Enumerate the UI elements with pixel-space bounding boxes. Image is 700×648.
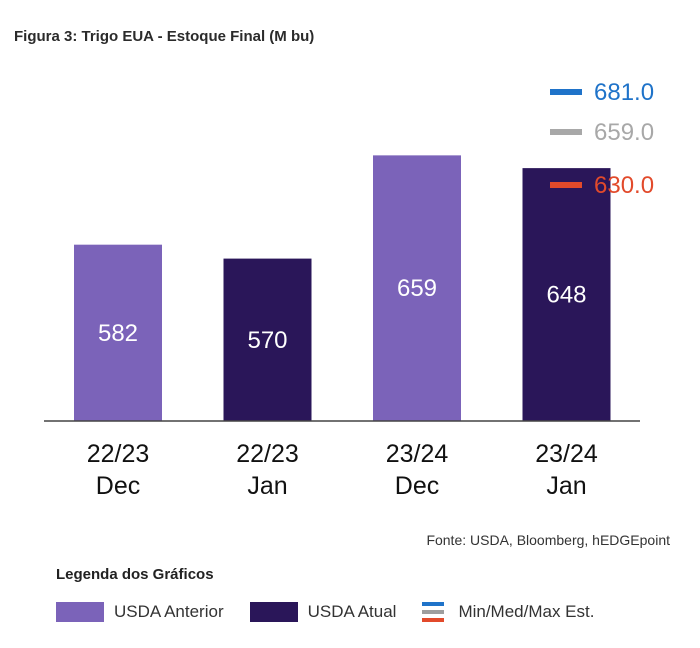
legend: USDA Anterior USDA Atual Min/Med/Max Est…	[56, 602, 620, 622]
bar	[223, 258, 312, 421]
x-tick-label: Jan	[546, 472, 586, 500]
data-label: 570	[247, 327, 287, 354]
estimate-marker	[550, 129, 582, 135]
legend-swatch-usda-atual	[249, 602, 298, 622]
x-tick-label: Dec	[96, 472, 140, 500]
bar	[373, 155, 461, 422]
x-tick-label: 22/23	[87, 440, 150, 468]
x-tick-label: 23/24	[386, 440, 449, 468]
estimate-marker	[550, 89, 582, 95]
x-tick-label: 22/23	[236, 440, 299, 468]
x-tick-label: Dec	[395, 472, 439, 500]
legend-item-estimates: Min/Med/Max Est.	[422, 602, 594, 622]
legend-item-usda-atual: USDA Atual	[249, 602, 397, 622]
estimate-label: 681.0	[594, 79, 654, 106]
chart-title: Figura 3: Trigo EUA - Estoque Final (M b…	[14, 28, 315, 45]
data-label: 582	[98, 320, 138, 347]
bar	[74, 244, 162, 421]
estimate-lines-icon	[422, 602, 445, 622]
legend-swatch-usda-anterior	[56, 602, 104, 622]
legend-item-usda-anterior: USDA Anterior	[56, 602, 224, 622]
x-tick-label: 23/24	[535, 440, 598, 468]
source-note: Fonte: USDA, Bloomberg, hEDGEpoint	[426, 532, 670, 548]
data-label: 659	[397, 275, 437, 302]
estimate-label: 659.0	[594, 119, 654, 146]
estimate-label: 630.0	[594, 172, 654, 199]
legend-label: USDA Anterior	[114, 602, 224, 621]
bar	[522, 168, 611, 421]
legend-label: Min/Med/Max Est.	[458, 602, 595, 621]
legend-label: USDA Atual	[307, 602, 397, 621]
x-tick-label: Jan	[247, 472, 287, 500]
estimate-marker	[550, 182, 582, 188]
legend-title: Legenda dos Gráficos	[56, 566, 214, 583]
bar-chart: 582 22/23 Dec 570 22/23 Jan 659 23/24 Dec 648 23/2…	[44, 79, 654, 500]
data-label: 648	[546, 282, 586, 309]
